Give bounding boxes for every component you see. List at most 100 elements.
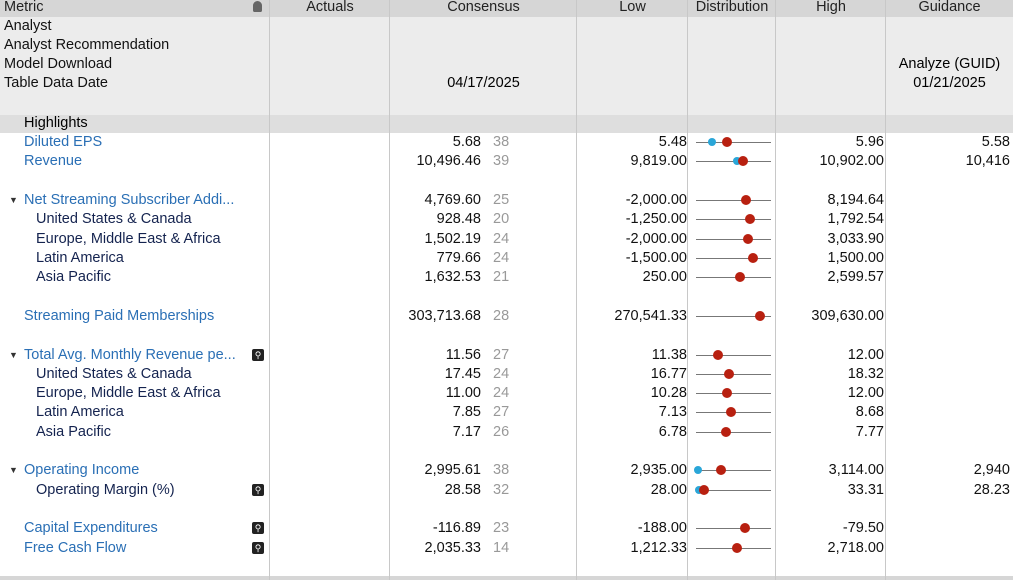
consensus-dot [744,214,755,225]
guidance-date: 01/21/2025 [913,75,986,91]
table-row[interactable]: Revenue 10,496.46 39 9,819.00 10,902.00 10,41… [0,152,1013,171]
metric-name[interactable]: Europe, Middle East & Africa [36,385,221,402]
table-row[interactable]: Operating Margin (%) ⚲ 28.58 32 28.00 33.31 28… [0,481,1013,500]
consensus-date: 04/17/2025 [447,75,520,91]
header-guidance[interactable]: Guidance [918,0,981,15]
low-value: 10.28 [650,385,687,402]
magnifier-icon[interactable]: ⚲ [252,541,264,554]
low-value: 250.00 [642,269,687,286]
low-value: 2,935.00 [630,462,687,479]
table-data-date-label: Table Data Date [4,75,108,91]
expand-triangle-icon[interactable]: ▼ [9,194,18,205]
low-value: 6.78 [658,423,687,440]
consensus-value: -116.89 [432,520,481,537]
metric-name[interactable]: Revenue [24,153,83,170]
consensus-dot [743,233,754,244]
consensus-value: 11.00 [445,385,481,402]
metric-name[interactable]: United States & Canada [36,365,192,382]
table-row[interactable]: Free Cash Flow ⚲ 2,035.33 14 1,212.33 2,718.0… [0,539,1013,558]
metric-name[interactable]: Latin America [36,249,124,266]
divider [576,0,577,580]
header-distribution[interactable]: Distribution [695,0,769,15]
metric-name[interactable]: Total Avg. Monthly Revenue pe... [24,346,236,363]
consensus-dot [731,542,742,553]
guidance-dot [694,466,703,475]
consensus-dot [699,484,710,495]
divider [389,0,390,580]
metric-name[interactable]: Operating Margin (%) [36,481,175,498]
consensus-dot [735,272,746,283]
table-row[interactable]: United States & Canada 928.48 20 -1,250.00 1… [0,210,1013,229]
metric-name[interactable]: Diluted EPS [24,134,103,150]
distribution-bar [696,310,771,321]
table-row[interactable]: Streaming Paid Memberships 303,713.68 28 27… [0,307,1013,326]
consensus-value: 10,496.46 [416,153,481,170]
table-row[interactable]: Latin America 7.85 27 7.13 8.68 [0,403,1013,422]
table-row[interactable]: Diluted EPS 5.68 38 5.48 5.96 5.58 [0,133,1013,152]
table-row[interactable]: Asia Pacific 7.17 26 6.78 7.77 [0,423,1013,442]
header-actuals[interactable]: Actuals [306,0,354,15]
low-value: 16.77 [650,365,687,382]
magnifier-icon[interactable]: ⚲ [252,483,264,496]
table-row[interactable]: ▼ Total Avg. Monthly Revenue pe... ⚲ 11.56 2… [0,346,1013,365]
estimate-count: 25 [493,191,510,208]
estimate-count: 24 [493,365,510,382]
distribution-bar [696,137,771,147]
low-value: 1,212.33 [630,539,687,556]
expand-triangle-icon[interactable]: ▼ [9,465,18,476]
magnifier-icon[interactable]: ⚲ [252,522,264,535]
consensus-value: 1,632.53 [424,269,481,286]
table-row[interactable]: Europe, Middle East & Africa 1,502.19 24 -2… [0,230,1013,249]
high-value: 1,500.00 [827,249,884,266]
scrollbar-track[interactable] [0,576,1013,580]
header-low[interactable]: Low [619,0,646,15]
estimate-count: 39 [493,153,510,170]
guidance-source-link[interactable]: Analyze (GUID) [898,56,1001,72]
consensus-dot [747,252,758,263]
table-row[interactable]: ▼ Operating Income 2,995.61 38 2,935.00 3,114… [0,461,1013,480]
metric-name[interactable]: Streaming Paid Memberships [24,307,215,324]
divider [885,0,886,580]
metric-name[interactable]: Operating Income [24,462,140,479]
metric-name[interactable]: Latin America [36,404,124,421]
model-download-label: Model Download [4,56,113,72]
high-value: 3,033.90 [827,230,884,247]
table-row[interactable]: United States & Canada 17.45 24 16.77 18.32 [0,365,1013,384]
header-metric[interactable]: Metric [4,0,44,15]
consensus-value: 28.58 [444,481,481,498]
estimate-count: 27 [493,346,510,363]
metric-name[interactable]: Net Streaming Subscriber Addi... [24,191,235,208]
low-value: 7.13 [658,404,687,421]
metric-name[interactable]: United States & Canada [36,211,192,228]
divider [269,0,270,580]
metric-name[interactable]: Asia Pacific [36,269,111,286]
header-high[interactable]: High [816,0,846,15]
low-value: -1,500.00 [625,249,687,266]
metric-name[interactable]: Europe, Middle East & Africa [36,230,221,247]
table-row[interactable]: ▼ Net Streaming Subscriber Addi... 4,769.6… [0,191,1013,210]
high-value: 8,194.64 [827,191,884,208]
low-value: -188.00 [637,520,687,537]
lightbulb-icon[interactable] [253,1,262,12]
distribution-bar [696,233,771,244]
high-value: -79.50 [842,520,884,537]
high-value: 1,792.54 [827,211,884,228]
metric-name[interactable]: Asia Pacific [36,423,111,440]
table-row[interactable]: Europe, Middle East & Africa 11.00 24 10.28… [0,384,1013,403]
table-row[interactable]: Latin America 779.66 24 -1,500.00 1,500.00 [0,249,1013,268]
expand-triangle-icon[interactable]: ▼ [9,349,18,360]
estimate-count: 20 [493,211,510,228]
high-value: 2,718.00 [827,539,884,556]
distribution-bar [695,484,771,495]
high-value: 5.96 [855,134,884,150]
magnifier-icon[interactable]: ⚲ [252,348,264,361]
table-row[interactable]: Asia Pacific 1,632.53 21 250.00 2,599.57 [0,268,1013,287]
metric-name[interactable]: Free Cash Flow [24,539,127,556]
guidance-value: 2,940 [973,462,1010,479]
header-consensus[interactable]: Consensus [447,0,520,15]
low-value: -1,250.00 [625,211,687,228]
estimate-count: 23 [493,520,510,537]
table-row[interactable]: Capital Expenditures ⚲ -116.89 23 -188.00 -79… [0,519,1013,538]
metric-name[interactable]: Capital Expenditures [24,520,158,537]
distribution-bar [696,272,771,283]
